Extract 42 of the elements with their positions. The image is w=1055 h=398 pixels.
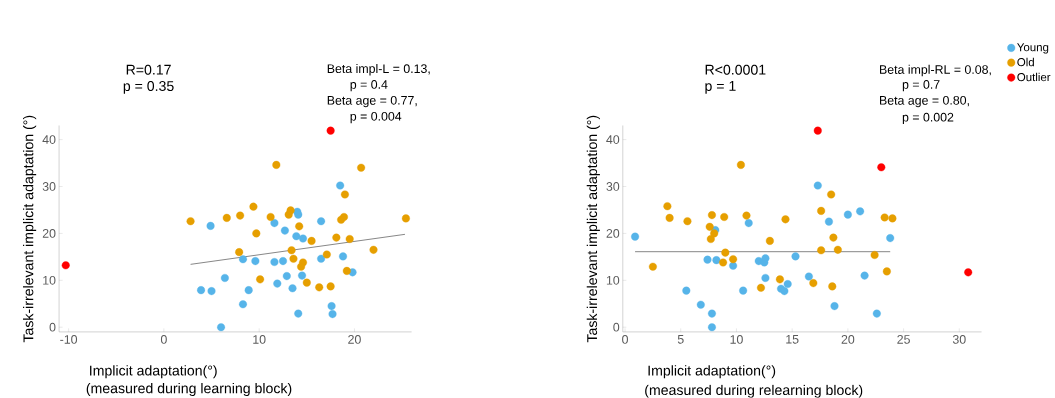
legend-label: Young — [1017, 43, 1049, 54]
x-tick-label: -10 — [60, 335, 78, 344]
x-tick-label: 5 — [677, 335, 684, 344]
x-tick-label: 15 — [786, 335, 799, 344]
text: p = 0.35 — [123, 81, 174, 94]
text: Beta impl-RL = 0.08, — [880, 64, 991, 77]
text: Beta impl-L = 0.13, — [327, 64, 430, 76]
text: p = 0.002 — [902, 112, 954, 125]
y-axis-title: Task-irrelevant implicit adaptation (°) — [23, 115, 37, 343]
y-tick-label: 40 — [606, 135, 620, 145]
x-tick-label: 30 — [952, 335, 966, 344]
x-tick-label: 10 — [730, 335, 743, 344]
legend-label: Old — [1017, 57, 1034, 67]
y-tick-label: 10 — [606, 276, 620, 285]
text: (measured during learning block) — [86, 382, 292, 397]
x-axis-title: Implicit adaptation(°) — [648, 365, 776, 379]
y-tick-label: 30 — [42, 182, 56, 191]
text: p = 0.4 — [350, 80, 388, 92]
text: R=0.17 — [126, 64, 171, 75]
y-tick-label: 40 — [42, 135, 56, 145]
x-axis-title: Implicit adaptation(°) — [90, 365, 217, 379]
y-tick-label: 10 — [43, 276, 56, 285]
y-tick-label: 0 — [49, 322, 56, 332]
x-tick-label: 20 — [841, 335, 855, 344]
text: (measured during relearning block) — [645, 384, 863, 398]
x-tick-label: 0 — [622, 335, 628, 344]
y-tick-label: 20 — [606, 229, 620, 238]
x-tick-label: 20 — [348, 335, 361, 344]
x-tick-label: 25 — [897, 335, 910, 344]
x-tick-label: 0 — [160, 335, 167, 344]
y-axis-title: Task-irrelevant implicit adaptation (°) — [586, 115, 600, 343]
text: p = 0.7 — [902, 80, 940, 92]
x-tick-label: 10 — [253, 335, 266, 344]
text: Beta age = 0.77, — [327, 96, 417, 108]
text: Beta age = 0.80, — [880, 96, 969, 108]
y-tick-label: 0 — [613, 322, 620, 332]
text: p = 0.004 — [350, 112, 402, 124]
y-tick-label: 30 — [606, 182, 620, 191]
y-tick-label: 20 — [42, 229, 56, 238]
text: R<0.0001 — [705, 64, 766, 75]
text: p = 1 — [705, 81, 736, 94]
legend-label: Outlier — [1017, 72, 1051, 82]
